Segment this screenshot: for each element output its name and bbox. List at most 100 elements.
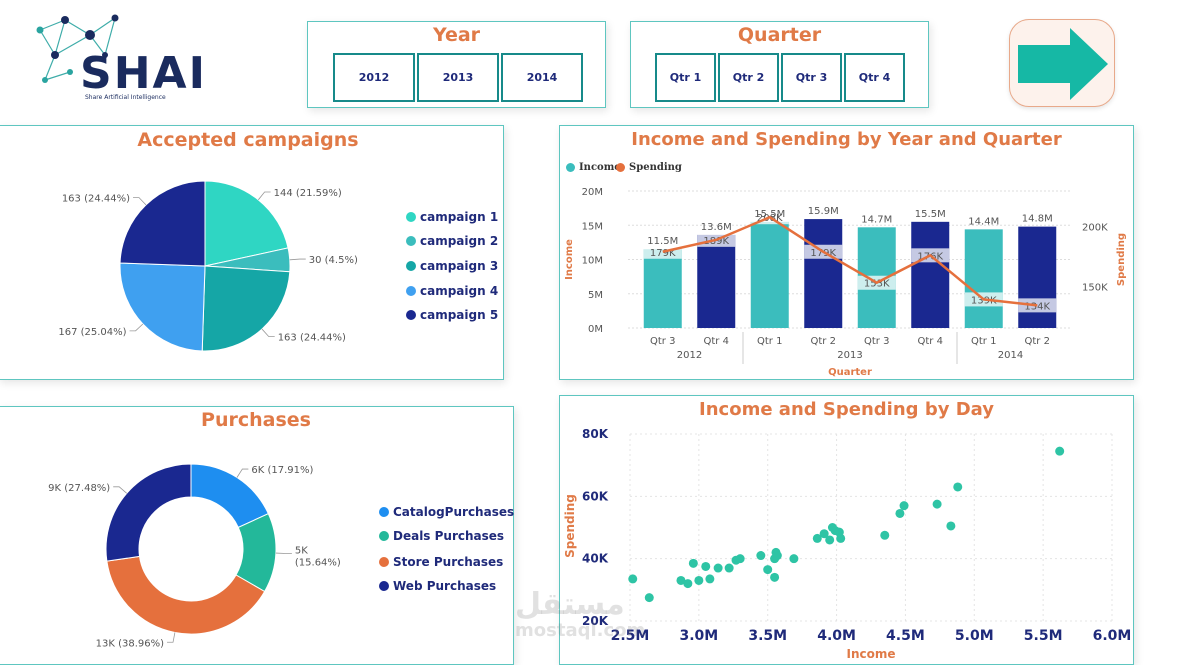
income-bar (911, 221, 950, 328)
scatter-point (812, 533, 822, 543)
income-data-label: 13.6M (701, 222, 732, 233)
x-tick-label: 3.5M (748, 628, 787, 644)
scatter-point (628, 574, 638, 584)
legend-deals-purchases[interactable]: Deals Purchases (379, 529, 504, 543)
pie-data-label: 30 (4.5%) (309, 255, 358, 266)
pie-leader-line (236, 468, 249, 478)
y-axis-title: Income (564, 239, 575, 280)
spending-label-band (1018, 298, 1057, 313)
legend-swatch (379, 507, 389, 517)
scatter-point (953, 482, 963, 492)
legend-campaign-5[interactable]: campaign 5 (406, 308, 498, 322)
watermark: مستقل mostaql.com (515, 590, 646, 642)
x-tick-label: 2.5M (611, 628, 650, 644)
pie-leader-line (113, 486, 128, 494)
legend-store-purchases[interactable]: Store Purchases (379, 555, 503, 569)
y-tick-label: 10M (582, 256, 603, 267)
quarter-option-q3[interactable]: Qtr 3 (781, 53, 842, 102)
campaigns-panel: Accepted campaigns 144 (21.59%) 30 (4.5%)… (0, 125, 504, 380)
income-bar (804, 219, 843, 328)
pie-data-label: 163 (24.44%) (62, 194, 130, 205)
year-option-2012[interactable]: 2012 (333, 53, 415, 102)
pie-slice-3 (201, 265, 291, 352)
x-group-label: 2014 (998, 350, 1023, 361)
pie-slice-4 (119, 262, 206, 352)
arrow-right-icon (1018, 28, 1108, 100)
purchases-title: Purchases (201, 409, 311, 431)
by-day-title: Income and Spending by Day (699, 399, 994, 420)
legend-catalog-purchases[interactable]: CatalogPurchases (379, 505, 514, 519)
y-tick-label: 15M (582, 221, 603, 232)
legend-income[interactable]: Income (566, 162, 621, 173)
y2-axis-title: Spending (1116, 233, 1127, 286)
scatter-point (895, 508, 905, 518)
y2-tick-label: 200K (1082, 223, 1108, 234)
legend-campaign-4[interactable]: campaign 4 (406, 284, 498, 298)
pie-data-label: 163 (24.44%) (278, 332, 346, 343)
income-data-label: 11.5M (647, 236, 678, 247)
legend-label: Deals Purchases (393, 529, 505, 543)
scatter-point (724, 563, 734, 573)
quarter-option-q1[interactable]: Qtr 1 (655, 53, 716, 102)
logo-wordmark: SHAI (80, 48, 207, 99)
year-option-2013[interactable]: 2013 (417, 53, 499, 102)
x-tick-label: Qtr 3 (650, 336, 675, 347)
y-tick-label: 40K (582, 552, 609, 566)
spending-data-label: 134K (1024, 301, 1050, 312)
legend-swatch (406, 310, 416, 320)
scatter-point (676, 575, 686, 585)
scatter-point (683, 579, 693, 589)
pie-slice-5 (119, 180, 206, 267)
pie-leader-line (261, 328, 275, 337)
scatter-point (694, 575, 704, 585)
x-axis-title: Quarter (828, 367, 872, 378)
watermark-sub: mostaql.com (515, 620, 646, 641)
scatter-point (789, 554, 799, 564)
quarter-option-q4[interactable]: Qtr 4 (844, 53, 905, 102)
x-tick-label: Qtr 1 (757, 336, 782, 347)
legend-swatch (566, 163, 575, 172)
legend-spending[interactable]: Spending (616, 162, 682, 173)
legend-swatch (406, 236, 416, 246)
x-group-label: 2012 (677, 350, 702, 361)
y-tick-label: 60K (582, 489, 609, 503)
quarter-option-q2[interactable]: Qtr 2 (718, 53, 779, 102)
y-tick-label: 0M (588, 324, 603, 335)
income-bar (750, 221, 789, 328)
legend-campaign-3[interactable]: campaign 3 (406, 259, 498, 273)
income-data-label: 15.5M (915, 209, 946, 220)
pie-leader-line (258, 191, 271, 201)
legend-label: campaign 4 (420, 284, 499, 298)
pie-data-label: 167 (25.04%) (58, 327, 126, 338)
legend-swatch (406, 261, 416, 271)
x-tick-label: Qtr 2 (1025, 336, 1050, 347)
next-page-button[interactable] (1009, 19, 1115, 107)
scatter-point (735, 554, 745, 564)
purchases-panel: Purchases 6K (17.91%) 5K (15.64%) 13K (38.9… (0, 406, 514, 665)
year-slicer: Year 2012 2013 2014 (307, 21, 606, 108)
y-tick-label: 80K (582, 427, 609, 441)
income-spending-scatter-chart: 20K 40K 60K 80K 2.5M 3.0M 3.5M 4.0M 4.5M 5.0M 5.5M… (563, 427, 1131, 661)
pie-leader-line (133, 197, 147, 206)
legend-swatch (616, 163, 625, 172)
legend-web-purchases[interactable]: Web Purchases (379, 579, 496, 593)
spending-label-band (643, 244, 682, 259)
legend-label: campaign 3 (420, 259, 499, 273)
year-option-2014[interactable]: 2014 (501, 53, 583, 102)
campaign-pie-chart: 144 (21.59%) 30 (4.5%) 163 (24.44%) 167 (25… (58, 180, 358, 352)
legend-swatch (379, 531, 389, 541)
legend-label: campaign 5 (420, 308, 499, 322)
legend-campaign-1[interactable]: campaign 1 (406, 210, 498, 224)
scatter-point (701, 561, 711, 571)
pie-slice-4 (105, 463, 192, 562)
x-tick-label: Qtr 2 (811, 336, 836, 347)
legend-campaign-2[interactable]: campaign 2 (406, 234, 498, 248)
x-axis-title: Income (846, 647, 895, 661)
income-bar (1018, 226, 1057, 328)
pie-leader-line (167, 632, 176, 643)
scatter-point (899, 501, 909, 511)
pie-data-label: 6K (17.91%) (251, 465, 313, 476)
y2-tick-label: 150K (1082, 282, 1108, 293)
scatter-point (756, 551, 766, 561)
